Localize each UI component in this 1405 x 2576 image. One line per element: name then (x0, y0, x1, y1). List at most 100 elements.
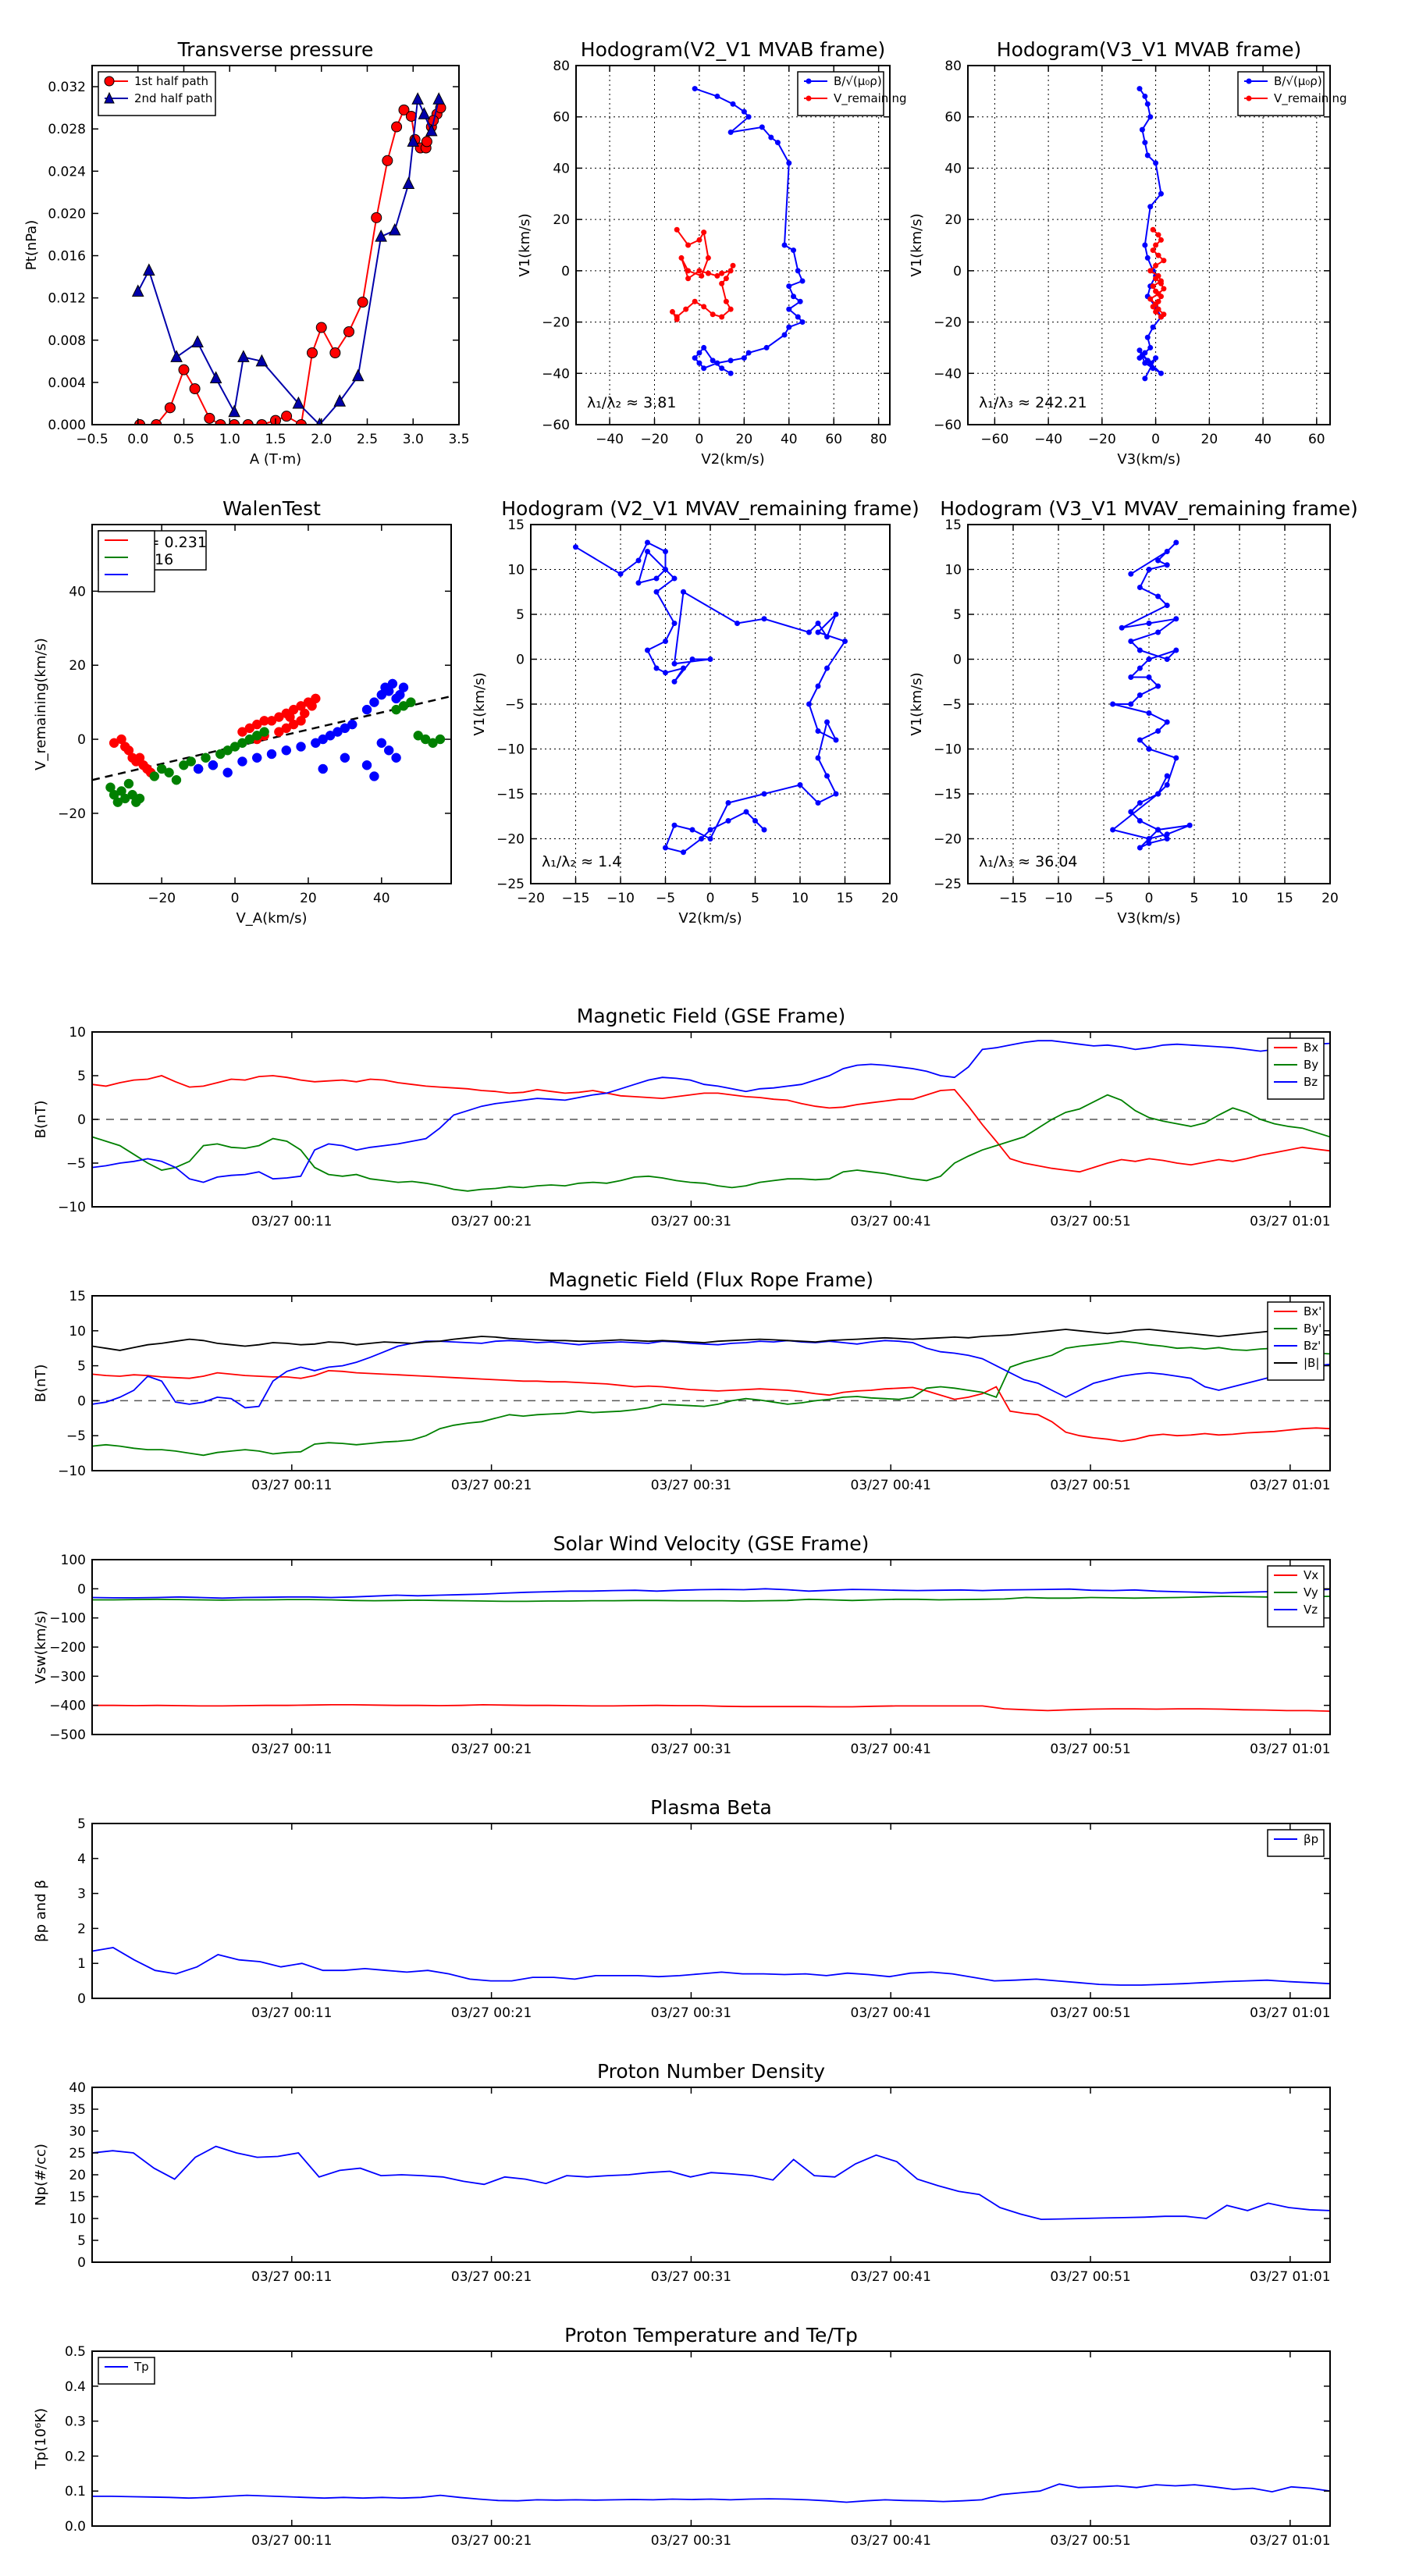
data-point (806, 629, 812, 635)
x-tick-label: 03/27 00:11 (251, 1214, 332, 1229)
data-point (382, 155, 393, 166)
x-axis-label: V2(km/s) (678, 910, 742, 927)
data-point (707, 656, 713, 662)
data-point (653, 589, 660, 595)
data-point (719, 365, 725, 372)
legend: βp (1267, 1829, 1325, 1857)
legend: B/√(μ₀ρ) V_remaining (1237, 71, 1347, 116)
y-axis-label: B(nT) (33, 1364, 49, 1403)
data-point (164, 402, 176, 414)
y-axis-label: V_remaining(km/s) (33, 638, 49, 770)
data-point (315, 322, 327, 333)
data-point (149, 771, 160, 781)
data-point (678, 254, 685, 261)
series-line (92, 1340, 1330, 1409)
y-tick-label: 0 (77, 732, 86, 748)
legend-label: Vz (1304, 1603, 1318, 1617)
data-point (701, 365, 707, 372)
data-point (281, 411, 293, 422)
data-point (795, 268, 801, 274)
x-axis-label: V3(km/s) (1117, 910, 1180, 927)
plot-area (92, 678, 451, 807)
chart-title: Plasma Beta (650, 1796, 772, 1819)
data-point (1150, 324, 1156, 330)
x-tick-label: 03/27 00:41 (851, 1478, 931, 1493)
data-point (663, 639, 668, 644)
chart-hodo1: Hodogram(V2_V1 MVAB frame) −40 −20 0 20 40 60 8… (517, 38, 907, 468)
y-tick-label: 0.028 (48, 122, 86, 137)
data-point (735, 621, 740, 626)
data-point (707, 827, 713, 833)
series-vx (92, 1703, 1330, 1712)
data-point (1155, 827, 1161, 833)
data-point (727, 358, 734, 364)
axes-frame (575, 65, 891, 425)
chart-title: Magnetic Field (Flux Rope Frame) (549, 1268, 873, 1291)
series-line (92, 1369, 1330, 1443)
y-tick-label: 5 (77, 1359, 86, 1375)
data-point (719, 314, 725, 320)
legend-marker (104, 76, 115, 87)
y-tick-label: −25 (934, 877, 962, 892)
x-tick-label: 03/27 00:11 (251, 1742, 332, 1757)
x-tick-label: 03/27 00:11 (251, 2005, 332, 2021)
chart-bgse: Magnetic Field (GSE Frame) 03/27 00:11 03/… (33, 1005, 1331, 1229)
data-point (786, 160, 792, 166)
data-point (692, 86, 698, 92)
x-tick-label: 0 (695, 432, 704, 447)
data-point (186, 756, 196, 767)
data-point (1173, 539, 1179, 546)
x-tick-label: −5 (656, 891, 675, 906)
ratio-annotation: λ₁/λ₃ ≈ 242.21 (979, 394, 1087, 411)
data-point (727, 129, 734, 135)
series-0 (108, 693, 321, 777)
data-point (1146, 840, 1152, 846)
y-tick-label: −20 (934, 315, 962, 331)
data-point (361, 760, 372, 770)
x-axis-label: V_A(km/s) (236, 910, 307, 927)
series-line (574, 541, 847, 853)
y-tick-label: −200 (49, 1640, 86, 1656)
data-point (387, 678, 398, 689)
data-point (398, 104, 410, 116)
y-tick-label: −60 (542, 418, 570, 433)
legend-box (797, 71, 884, 116)
legend-label: Bz (1304, 1075, 1318, 1089)
data-point (391, 753, 401, 763)
y-tick-label: 15 (944, 518, 962, 533)
data-point (237, 350, 250, 362)
y-axis-label: V1(km/s) (471, 672, 488, 735)
data-point (705, 254, 711, 261)
x-tick-label: 10 (791, 891, 809, 906)
x-tick-label: −15 (999, 891, 1027, 906)
x-tick-label: −0.5 (76, 432, 108, 447)
data-point (1164, 549, 1170, 554)
y-tick-label: −10 (58, 1200, 86, 1215)
data-point (1150, 283, 1156, 290)
data-point (131, 284, 144, 297)
data-point (799, 278, 806, 284)
y-tick-label: 35 (69, 2102, 86, 2118)
data-point (281, 745, 292, 756)
legend-label: Vx (1304, 1568, 1318, 1582)
plot-area (573, 539, 848, 856)
y-tick-label: −300 (49, 1669, 86, 1685)
data-point (824, 665, 830, 671)
data-point (761, 791, 767, 797)
data-point (1142, 242, 1148, 248)
series-np (92, 2145, 1330, 2221)
data-point (719, 270, 725, 276)
series-line (693, 87, 804, 375)
data-point (170, 350, 183, 362)
x-tick-label: −20 (1088, 432, 1116, 447)
y-tick-label: 0 (561, 264, 570, 279)
y-tick-label: 0.020 (48, 206, 86, 222)
data-point (786, 324, 792, 330)
data-point (1146, 621, 1152, 626)
data-point (1164, 782, 1170, 788)
data-point (714, 93, 720, 99)
y-tick-label: 0.032 (48, 80, 86, 95)
data-point (307, 347, 318, 358)
x-tick-label: 03/27 00:51 (1050, 1478, 1130, 1493)
data-point (204, 412, 215, 424)
